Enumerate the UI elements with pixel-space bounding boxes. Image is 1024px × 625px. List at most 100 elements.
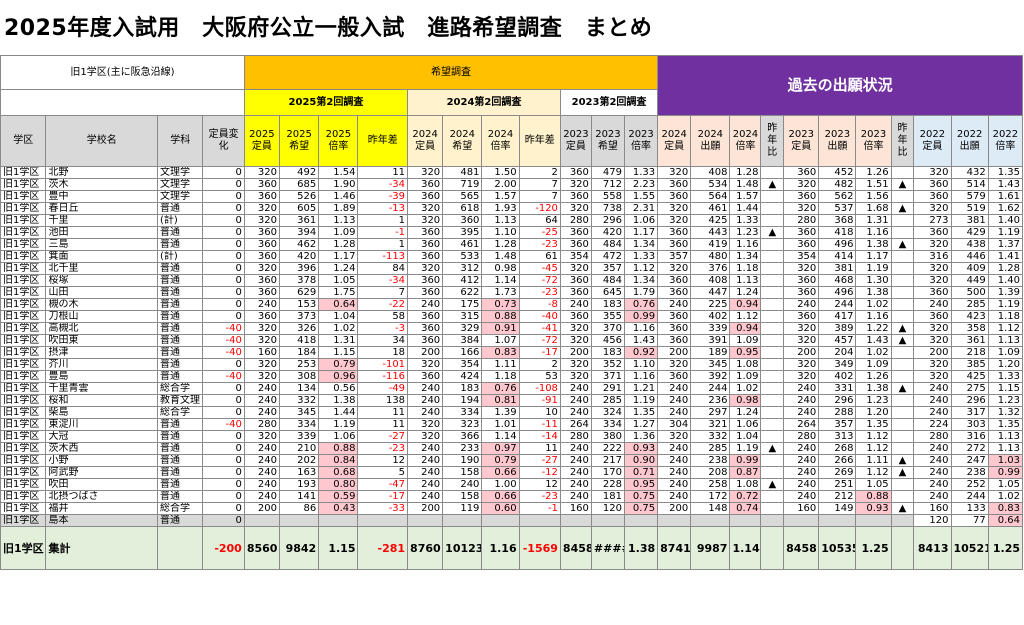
table-cell: 240: [657, 382, 692, 395]
table-cell: 1.02: [318, 322, 359, 335]
table-cell: -40: [202, 346, 245, 359]
table-cell: 64: [518, 214, 561, 227]
table-cell: [760, 430, 785, 443]
table-cell: 360: [657, 334, 692, 347]
table-cell: 1.16: [855, 310, 892, 323]
table-cell: -116: [357, 370, 409, 383]
table-cell: 1.09: [987, 346, 1024, 359]
table-cell: 1.56: [855, 190, 892, 203]
table-cell: 320: [243, 358, 280, 371]
column-header: 2022倍率: [987, 115, 1024, 167]
table-cell: ▲: [890, 502, 915, 515]
table-cell: 360: [243, 310, 280, 323]
table-cell: 320: [913, 370, 952, 383]
column-header: 2024希望: [442, 115, 483, 167]
group-kibou-header: 希望調査: [243, 55, 659, 90]
table-cell: 360: [243, 250, 280, 263]
table-cell: [760, 514, 785, 527]
table-cell: -23: [518, 238, 561, 251]
table-cell: 1.37: [987, 238, 1024, 251]
table-cell: 0: [202, 490, 245, 503]
table-cell: 138: [357, 394, 409, 407]
table-cell: [760, 358, 785, 371]
table-cell: 普通: [157, 346, 204, 359]
table-cell: 刀根山: [45, 310, 159, 323]
table-cell: 1.13: [987, 334, 1024, 347]
table-cell: 320: [913, 238, 952, 251]
table-cell: 0: [202, 238, 245, 251]
table-cell: 240: [407, 406, 444, 419]
table-cell: ▲: [890, 178, 915, 191]
table-cell: 1.17: [623, 226, 659, 239]
table-row: 旧1学区 槻の木 普通 0 240 153 0.64 -22 240 175 0.73 -8 240 18…: [0, 298, 1024, 311]
table-cell: 280: [783, 214, 820, 227]
table-cell: 1.17: [318, 250, 359, 263]
table-cell: 240: [559, 466, 592, 479]
table-cell: 361: [950, 334, 989, 347]
table-cell: 296: [818, 394, 857, 407]
table-cell: 0: [202, 190, 245, 203]
table-cell: 1.33: [987, 370, 1024, 383]
table-cell: 旧1学区: [0, 310, 47, 323]
table-cell: -8: [518, 298, 561, 311]
summary-cell: 1.38: [623, 526, 659, 570]
table-cell: 1.32: [987, 406, 1024, 419]
table-cell: 349: [818, 358, 857, 371]
table-cell: 1.14: [481, 430, 520, 443]
table-cell: 北千里: [45, 262, 159, 275]
table-cell: 旧1学区: [0, 466, 47, 479]
table-cell: 360: [657, 190, 692, 203]
table-cell: 旧1学区: [0, 346, 47, 359]
table-cell: 224: [913, 418, 952, 431]
table-cell: 360: [559, 286, 592, 299]
table-cell: 240: [243, 478, 280, 491]
table-cell: 160: [913, 502, 952, 515]
table-cell: 240: [783, 394, 820, 407]
table-cell: 190: [442, 454, 483, 467]
table-cell: (計): [157, 250, 204, 263]
table-cell: 158: [442, 466, 483, 479]
table-cell: [890, 310, 915, 323]
table-cell: 1.75: [318, 286, 359, 299]
summary-cell: 10521: [950, 526, 989, 570]
table-cell: -40: [202, 334, 245, 347]
table-cell: 317: [950, 406, 989, 419]
table-cell: 普通: [157, 262, 204, 275]
table-cell: 163: [278, 466, 320, 479]
table-cell: 158: [442, 490, 483, 503]
table-cell: 1.44: [318, 406, 359, 419]
table-cell: 0.74: [729, 502, 762, 515]
table-cell: 0.99: [987, 466, 1024, 479]
table-cell: 240: [243, 442, 280, 455]
table-cell: 618: [442, 202, 483, 215]
table-row: 旧1学区 桜塚 普通 0 360 378 1.05 -34 360 412 1.14 -72 360 48…: [0, 274, 1024, 287]
table-cell: -40: [518, 310, 561, 323]
table-cell: 1.34: [623, 274, 659, 287]
table-cell: 200: [657, 502, 692, 515]
table-cell: 1.30: [855, 274, 892, 287]
table-row: 旧1学区 茨木西 普通 0 240 210 0.88 -23 240 233 0.97 11 240 22…: [0, 442, 1024, 455]
table-cell: -22: [357, 298, 409, 311]
table-cell: ▲: [760, 442, 785, 455]
table-cell: 0.64: [987, 514, 1024, 527]
table-cell: 1.16: [729, 238, 762, 251]
table-cell: 320: [559, 370, 592, 383]
table-cell: 総合学: [157, 502, 204, 515]
table-cell: 240: [243, 454, 280, 467]
table-cell: 箕面: [45, 250, 159, 263]
table-cell: 1.21: [623, 382, 659, 395]
table-cell: -108: [518, 382, 561, 395]
table-cell: 424: [442, 370, 483, 383]
table-cell: 240: [559, 298, 592, 311]
table-cell: 1.24: [729, 406, 762, 419]
table-cell: 1.57: [481, 190, 520, 203]
table-cell: [760, 406, 785, 419]
table-cell: [559, 514, 592, 527]
table-cell: 605: [278, 202, 320, 215]
table-cell: 1.26: [855, 166, 892, 179]
table-cell: 0.99: [623, 310, 659, 323]
table-cell: 1.23: [855, 394, 892, 407]
table-cell: 200: [657, 346, 692, 359]
table-cell: 1.35: [855, 418, 892, 431]
table-cell: 258: [690, 478, 731, 491]
